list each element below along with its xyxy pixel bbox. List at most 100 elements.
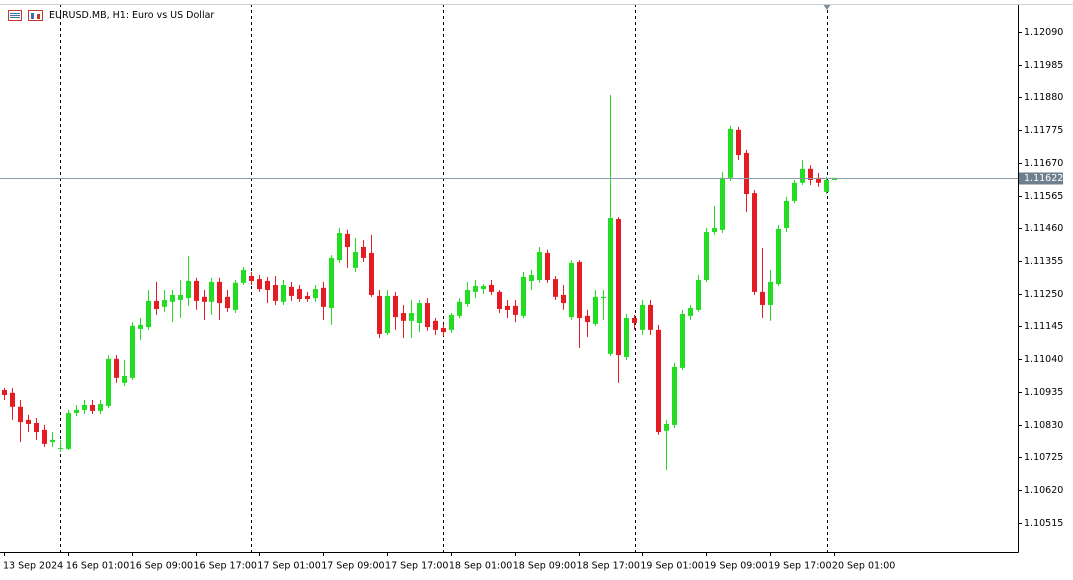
candle-body	[473, 285, 478, 292]
candle-body	[82, 404, 87, 410]
y-tick-label: 1.10830	[1024, 420, 1063, 431]
candle-body	[74, 409, 79, 414]
y-tick-label: 1.11670	[1024, 158, 1063, 169]
candle-body	[329, 257, 334, 309]
candle-body	[616, 218, 621, 356]
y-tick-label: 1.11775	[1024, 125, 1063, 136]
candle-body	[688, 308, 693, 316]
candle-body	[505, 305, 510, 310]
candle-body	[736, 129, 741, 156]
x-tick-label: 19 Sep 09:00	[704, 561, 767, 572]
y-tick-label: 1.11250	[1024, 289, 1063, 300]
candle-body	[305, 295, 310, 300]
candle-body	[154, 300, 159, 309]
candle-body	[664, 423, 669, 431]
candle-body	[784, 200, 789, 228]
candle-body	[409, 313, 414, 321]
plot-area	[0, 94, 1018, 471]
candle-body	[704, 232, 709, 281]
candle-body	[824, 180, 829, 192]
y-tick-label: 1.11460	[1024, 223, 1063, 234]
candle-body	[425, 303, 430, 328]
y-tick-label: 1.11355	[1024, 256, 1063, 267]
candle-body	[465, 289, 470, 305]
candle-body	[361, 247, 366, 258]
candle-body	[98, 404, 103, 411]
candle-body	[457, 301, 462, 316]
y-tick-label: 1.10725	[1024, 452, 1063, 463]
candle-body	[122, 375, 127, 383]
last-price-box	[1019, 172, 1063, 185]
candle-body	[696, 280, 701, 310]
x-tick-label: 20 Sep 01:00	[832, 561, 895, 572]
candle-body	[58, 447, 63, 449]
candle-body	[608, 218, 613, 354]
candle-body	[369, 252, 374, 295]
candle-body	[241, 270, 246, 283]
candle-body	[752, 193, 757, 292]
candle-body	[265, 280, 270, 290]
x-tick-label: 16 Sep 01:00	[66, 561, 129, 572]
candle-body	[728, 128, 733, 178]
candle-body	[377, 295, 382, 334]
candle-body	[66, 413, 71, 449]
y-tick-label: 1.10620	[1024, 485, 1063, 496]
candle-body	[792, 182, 797, 201]
candle-body	[385, 295, 390, 333]
candle-body	[489, 285, 494, 292]
x-tick-label: 17 Sep 09:00	[321, 561, 384, 572]
x-tick-label: 19 Sep 01:00	[640, 561, 703, 572]
candle-body	[648, 304, 653, 330]
candle-body	[680, 313, 685, 368]
y-tick-label: 1.11040	[1024, 354, 1063, 365]
candle-body	[146, 300, 151, 328]
candle-body	[202, 296, 207, 302]
candle-body	[249, 275, 254, 281]
candle-body	[401, 313, 406, 321]
candle-body	[233, 282, 238, 310]
candle-body	[178, 294, 183, 300]
y-tick-label: 1.12090	[1024, 27, 1063, 38]
icon-bar	[37, 14, 40, 19]
candle-body	[417, 303, 422, 324]
x-tick-label: 17 Sep 17:00	[385, 561, 448, 572]
x-tick-label: 18 Sep 01:00	[449, 561, 512, 572]
y-tick-label: 1.11565	[1024, 191, 1063, 202]
candle-body	[313, 289, 318, 299]
candle-body	[593, 296, 598, 324]
candle-body	[449, 314, 454, 330]
candle-body	[10, 392, 15, 407]
candle-body	[545, 252, 550, 281]
candle-body	[281, 285, 286, 302]
candle-body	[2, 389, 7, 395]
candle-body	[441, 328, 446, 333]
x-tick-label: 13 Sep 2024	[3, 561, 63, 572]
candle-body	[497, 291, 502, 309]
candle-body	[90, 404, 95, 411]
x-tick-label: 17 Sep 01:00	[257, 561, 320, 572]
candle-body	[768, 281, 773, 305]
x-tick-label: 18 Sep 09:00	[513, 561, 576, 572]
candle-body	[42, 429, 47, 444]
candle-body	[800, 168, 805, 183]
candle-body	[18, 406, 23, 423]
candle-body	[217, 281, 222, 304]
header-icons	[8, 10, 43, 21]
candle-body	[321, 287, 326, 307]
last-price-label: 1.11622	[1024, 173, 1063, 184]
candle-body	[808, 168, 813, 181]
x-tick-label: 19 Sep 17:00	[768, 561, 831, 572]
candle-body	[577, 261, 582, 319]
candle-body	[712, 227, 717, 233]
candle-body	[106, 358, 111, 406]
y-tick-label: 1.10935	[1024, 387, 1063, 398]
candle-body	[760, 291, 765, 305]
candle-body	[138, 324, 143, 329]
candle-body	[209, 281, 214, 302]
candle-body	[273, 285, 278, 301]
candle-body	[130, 325, 135, 378]
candle-body	[569, 262, 574, 318]
